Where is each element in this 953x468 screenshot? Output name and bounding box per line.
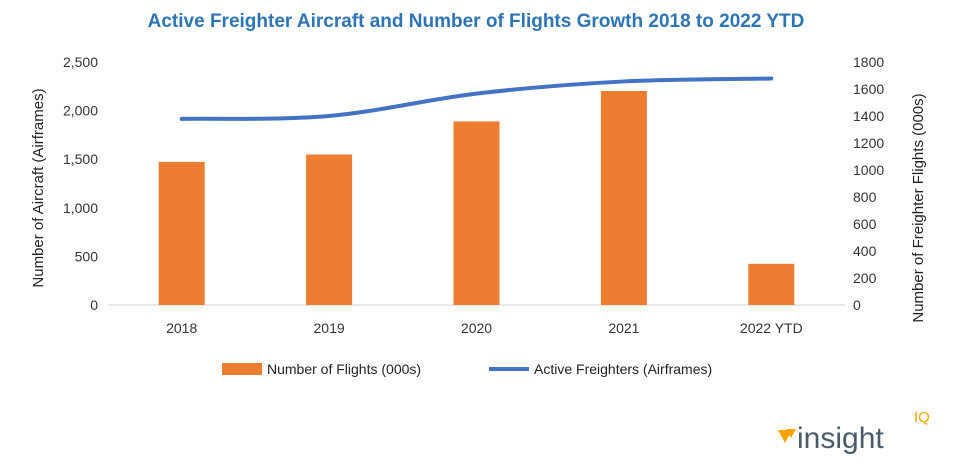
bar [158, 161, 205, 305]
right-y-axis-ticks: 0 200 400 600 800 1000 1200 1400 1600 1800 [853, 54, 884, 313]
legend-label-flights: Number of Flights (000s) [267, 361, 421, 377]
bar [600, 91, 647, 306]
x-tick-label: 2018 [166, 320, 197, 336]
right-tick-label: 400 [853, 243, 877, 259]
right-tick-label: 200 [853, 270, 877, 286]
bar-series [158, 91, 795, 306]
x-axis-ticks: 2018 2019 2020 2021 2022 YTD [166, 320, 803, 336]
legend-label-freighters: Active Freighters (Airframes) [534, 361, 712, 377]
legend-swatch-bar [222, 363, 262, 375]
right-tick-label: 1200 [853, 135, 884, 151]
right-tick-label: 800 [853, 189, 877, 205]
left-tick-label: 1,000 [63, 200, 98, 216]
chart-title: Active Freighter Aircraft and Number of … [148, 11, 805, 32]
left-tick-label: 1,500 [63, 151, 98, 167]
logo-superscript: IQ [914, 409, 930, 426]
right-tick-label: 1000 [853, 162, 884, 178]
x-tick-label: 2019 [314, 320, 345, 336]
x-tick-label: 2022 YTD [740, 320, 803, 336]
right-tick-label: 1600 [853, 81, 884, 97]
right-tick-label: 1400 [853, 108, 884, 124]
x-tick-label: 2021 [608, 320, 639, 336]
insightiq-logo: insight IQ [778, 409, 930, 455]
bar [453, 121, 500, 306]
bar [306, 154, 353, 305]
left-y-axis-label: Number of Aircraft (Airframes) [30, 88, 47, 287]
logo-mark-icon [778, 429, 796, 443]
right-tick-label: 1800 [853, 54, 884, 70]
left-tick-label: 2,500 [63, 54, 98, 70]
line-series [179, 76, 774, 121]
left-tick-label: 0 [90, 297, 98, 313]
x-tick-label: 2020 [461, 320, 492, 336]
right-y-axis-label: Number of Freighter Flights (000s) [910, 93, 927, 322]
legend: Number of Flights (000s) Active Freighte… [222, 361, 712, 377]
left-tick-label: 500 [75, 248, 99, 264]
right-tick-label: 0 [853, 297, 861, 313]
right-tick-label: 600 [853, 216, 877, 232]
bar [748, 263, 795, 305]
line-path [179, 76, 774, 121]
left-y-axis-ticks: 0 500 1,000 1,500 2,000 2,500 [63, 54, 98, 313]
logo-wordmark: insight [797, 422, 884, 455]
left-tick-label: 2,000 [63, 103, 98, 119]
